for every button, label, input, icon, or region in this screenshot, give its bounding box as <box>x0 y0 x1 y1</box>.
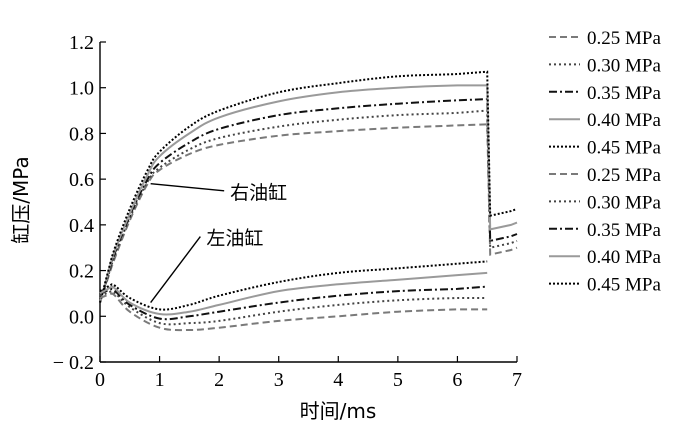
annotation-leader <box>150 183 225 192</box>
series-line-right-1 <box>99 123 518 303</box>
x-tick-label: 1 <box>155 369 165 391</box>
axes: − 0.2 0.0 0.2 0.4 0.6 0.8 1.0 1.2 0 1 2 3 4 5 6 7 <box>53 32 522 391</box>
y-tick-label: 1.2 <box>69 32 94 54</box>
legend-entry-label: 0.35 MPa <box>587 83 661 104</box>
series-line-left-1 <box>99 292 488 332</box>
legend-entry-label: 0.45 MPa <box>587 275 661 296</box>
legend-entry-label: 0.35 MPa <box>587 220 661 241</box>
x-tick-label: 2 <box>214 369 224 391</box>
y-tick-label: − 0.2 <box>53 352 94 374</box>
x-tick-label: 5 <box>393 369 403 391</box>
legend-entry-label: 0.25 MPa <box>587 28 661 49</box>
y-tick-label: 0.6 <box>69 169 94 191</box>
series-line-left-3 <box>99 285 488 321</box>
series-line-left-2 <box>99 290 488 326</box>
x-tick-label: 4 <box>333 369 343 391</box>
annotation-label: 左油缸 <box>206 228 263 250</box>
y-tick-label: 0.0 <box>69 306 94 328</box>
legend-entry-label: 0.40 MPa <box>587 110 661 131</box>
legend-entry-label: 0.30 MPa <box>587 55 661 76</box>
x-tick-label: 6 <box>452 369 462 391</box>
x-tick-label: 3 <box>274 369 284 391</box>
y-tick-label: 0.8 <box>69 123 94 145</box>
legend-entry-label: 0.30 MPa <box>587 192 661 213</box>
y-tick-label: 1.0 <box>69 78 94 100</box>
series-lines <box>99 70 518 332</box>
series-line-left-4 <box>99 271 488 316</box>
series-line-right-2 <box>99 109 518 303</box>
y-axis-title: 缸压/MPa <box>9 156 33 243</box>
x-axis-title: 时间/ms <box>300 399 377 423</box>
series-line-right-3 <box>99 98 518 303</box>
series-line-right-5 <box>99 70 518 303</box>
annotation-label: 右油缸 <box>230 182 287 204</box>
legend-entry-label: 0.25 MPa <box>587 165 661 186</box>
y-tick-label: 0.4 <box>69 215 94 237</box>
annotation-leader <box>150 236 201 303</box>
legend-entry-label: 0.40 MPa <box>587 247 661 268</box>
series-line-left-5 <box>99 260 488 311</box>
series-line-right-4 <box>99 84 518 303</box>
legend-entry-label: 0.45 MPa <box>587 138 661 159</box>
x-tick-label: 7 <box>512 369 522 391</box>
x-tick-label: 0 <box>95 369 105 391</box>
legend: 0.25 MPa 0.30 MPa 0.35 MPa 0.40 MPa 0.45 MPa… <box>549 28 661 296</box>
y-tick-label: 0.2 <box>69 261 94 283</box>
